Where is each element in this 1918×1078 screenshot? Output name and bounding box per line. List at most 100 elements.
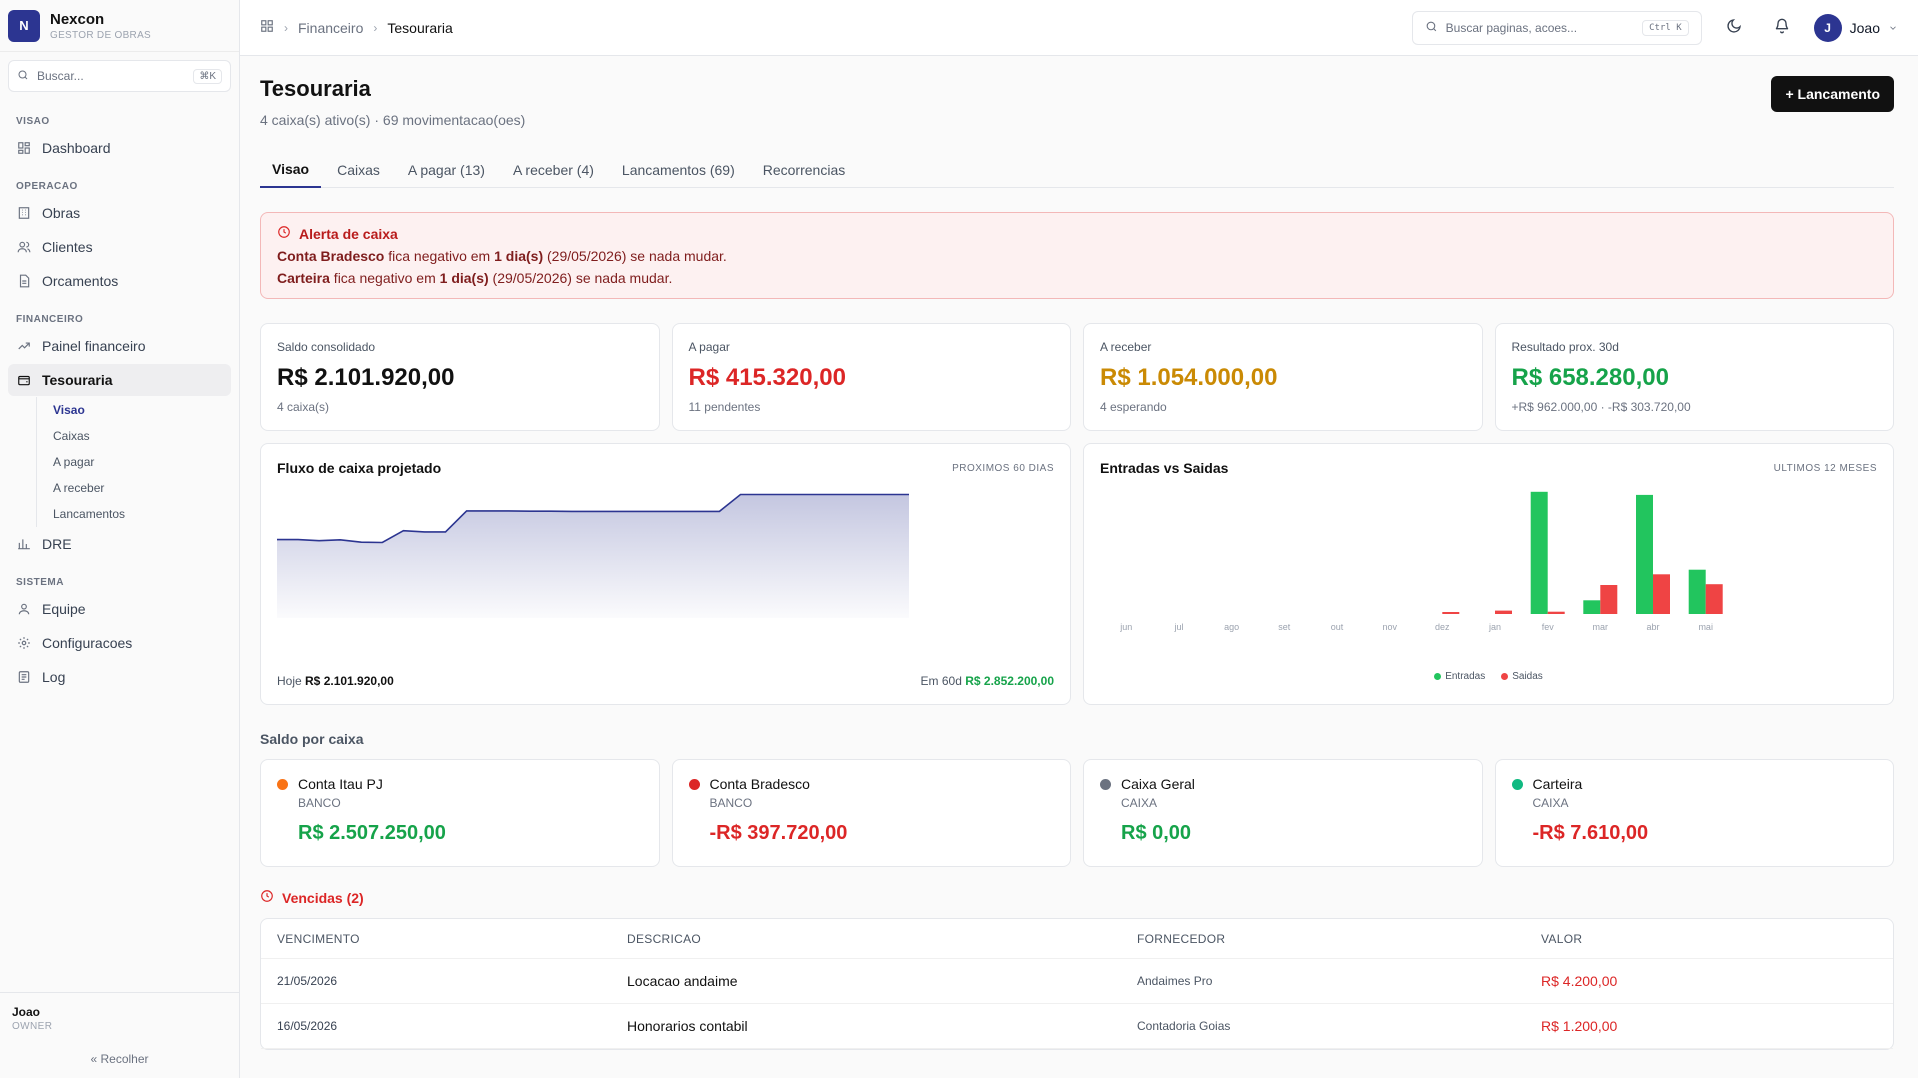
apps-icon[interactable] [260,19,274,36]
main: › Financeiro › Tesouraria Buscar paginas… [240,0,1918,1078]
sidebar-item-log[interactable]: Log [8,661,231,693]
topbar: › Financeiro › Tesouraria Buscar paginas… [240,0,1918,56]
chart-title: Fluxo de caixa projetado [277,460,442,476]
sidebar-item-tesouraria[interactable]: Tesouraria [8,364,231,396]
subnav-item-caixas[interactable]: Caixas [53,429,90,443]
collapse-button[interactable]: « Recolher [12,1052,227,1066]
sidebar-item-label: Orcamentos [42,273,119,289]
cell-descricao: Locacao andaime [627,973,738,989]
legend-label: Saidas [1512,671,1543,682]
cashflow-footer: Hoje R$ 2.101.920,00 Em 60d R$ 2.852.200… [277,674,1054,688]
x-tick-label: jul [1173,622,1183,632]
account-type: BANCO [298,796,341,810]
section-title-saldo-caixa: Saldo por caixa [260,731,364,747]
table-row[interactable]: 21/05/2026 Locacao andaime Andaimes Pro … [261,959,1893,1004]
user-menu[interactable]: J Joao [1813,13,1898,42]
clock-icon [260,889,274,906]
tabs: Visao Caixas A pagar (13) A receber (4) … [260,152,1894,188]
alert-text: fica negativo em [384,248,495,264]
foot-today-value: R$ 2.101.920,00 [305,674,394,688]
alert-account: Conta Bradesco [277,248,385,264]
foot-60d-value: R$ 2.852.200,00 [965,674,1054,688]
subnav-item-visao[interactable]: Visao [53,403,85,417]
bar-saidas-fev [1547,611,1565,614]
alert-title: Alerta de caixa [277,225,1877,242]
sidebar-item-equipe[interactable]: Equipe [8,593,231,625]
breadcrumb-current: Tesouraria [387,19,453,36]
kpi-value: R$ 658.280,00 [1511,364,1669,391]
legend-label: Entradas [1445,671,1486,682]
tab-a-receber[interactable]: A receber (4) [512,162,594,178]
notifications-button[interactable] [1766,12,1798,44]
sidebar-item-configuracoes[interactable]: Configuracoes [8,627,231,659]
grid-icon [16,140,32,156]
table-header: VENCIMENTO DESCRICAO FORNECEDOR VALOR [261,919,1893,959]
kpi-sub: 4 caixa(s) [277,400,330,414]
x-tick-label: jun [1119,622,1132,632]
column-header[interactable]: VENCIMENTO [277,931,360,946]
gear-icon [16,635,32,651]
sidebar-search-input[interactable]: Buscar... ⌘K [8,60,231,92]
column-header[interactable]: FORNECEDOR [1137,931,1226,946]
brand-name: Nexcon [50,10,105,28]
nav-section-operacao: OPERACAO [16,181,78,192]
cashflow-chart [277,493,909,618]
alert-days: 1 dia(s) [439,270,489,286]
chevron-down-icon [1888,20,1898,36]
account-type: CAIXA [1121,796,1158,810]
column-header[interactable]: VALOR [1541,931,1583,946]
table-row[interactable]: 16/05/2026 Honorarios contabil Contadori… [261,1004,1893,1049]
chevron-right-icon: › [373,20,378,35]
global-search-input[interactable]: Buscar paginas, acoes... Ctrl K [1411,10,1702,45]
cell-fornecedor: Andaimes Pro [1137,974,1213,988]
account-card[interactable]: Conta Bradesco BANCO -R$ 397.720,00 [671,759,1071,867]
alert-line: Conta Bradesco fica negativo em 1 dia(s)… [277,248,1877,264]
chevron-right-icon: › [284,20,288,35]
tab-lancamentos[interactable]: Lancamentos (69) [621,162,735,178]
sidebar: N Nexcon GESTOR DE OBRAS Buscar... ⌘K VI… [0,0,240,1078]
tab-visao[interactable]: Visao [260,152,322,188]
global-search-placeholder: Buscar paginas, acoes... [1445,20,1578,35]
tab-a-pagar[interactable]: A pagar (13) [407,162,485,178]
account-name: Conta Itau PJ [298,776,383,792]
cashflow-line [277,493,909,544]
nav-section-sistema: SISTEMA [16,577,64,588]
sidebar-item-dre[interactable]: DRE [8,528,231,560]
subnav-item-a-pagar[interactable]: A pagar [53,455,95,469]
theme-toggle-button[interactable] [1718,12,1750,44]
sidebar-item-label: Log [42,669,66,685]
sidebar-item-clientes[interactable]: Clientes [8,231,231,263]
kpi-value: R$ 1.054.000,00 [1100,364,1278,391]
sidebar-user-role: OWNER [12,1021,53,1032]
tab-caixas[interactable]: Caixas [337,162,380,178]
sidebar-item-obras[interactable]: Obras [8,197,231,229]
sidebar-item-label: DRE [42,536,72,552]
collapse-label: Recolher [100,1052,149,1066]
sidebar-item-painel-financeiro[interactable]: Painel financeiro [8,330,231,362]
brand[interactable]: N Nexcon GESTOR DE OBRAS [0,0,239,52]
sidebar-item-orcamentos[interactable]: Orcamentos [8,265,231,297]
new-lancamento-button[interactable]: + Lancamento [1771,76,1894,112]
x-tick-label: abr [1646,622,1659,632]
account-card[interactable]: Conta Itau PJ BANCO R$ 2.507.250,00 [260,759,660,867]
x-tick-label: fev [1542,622,1555,632]
tab-recorrencias[interactable]: Recorrencias [762,162,846,178]
kpi-a-pagar: A pagar R$ 415.320,00 11 pendentes [671,323,1071,431]
account-card[interactable]: Caixa Geral CAIXA R$ 0,00 [1083,759,1483,867]
bar-saidas-mai [1705,584,1723,614]
page-title: Tesouraria [260,76,371,101]
charts-row: Fluxo de caixa projetado PROXIMOS 60 DIA… [260,443,1894,705]
chart-tag: PROXIMOS 60 DIAS [952,462,1054,474]
subnav-item-lancamentos[interactable]: Lancamentos [53,507,126,521]
column-header[interactable]: DESCRICAO [627,931,702,946]
sidebar-search-shortcut: ⌘K [193,68,222,84]
alert-days: 1 dia(s) [494,248,544,264]
kpi-sub: 11 pendentes [688,400,761,414]
subnav-item-a-receber[interactable]: A receber [53,481,105,495]
nav-section-visao: VISAO [16,116,50,127]
account-card[interactable]: Carteira CAIXA -R$ 7.610,00 [1494,759,1894,867]
breadcrumb-financeiro[interactable]: Financeiro [298,19,364,36]
x-tick-label: nov [1382,622,1397,632]
bell-icon [1774,18,1790,37]
sidebar-item-dashboard[interactable]: Dashboard [8,132,231,164]
